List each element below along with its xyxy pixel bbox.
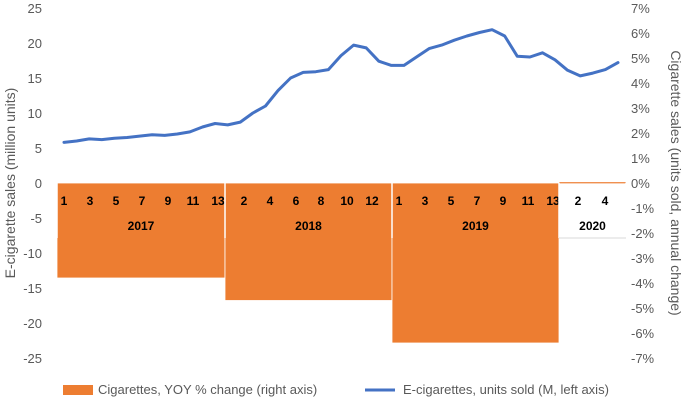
left-tick-label: -5 (30, 211, 42, 226)
right-tick-label: 3% (631, 101, 650, 116)
right-tick-label: 6% (631, 26, 650, 41)
bar-2018 (224, 182, 393, 301)
left-tick-label: 25 (28, 1, 42, 16)
left-tick-label: 0 (35, 176, 42, 191)
x-tick-label: 12 (365, 194, 379, 208)
x-tick-label: 10 (340, 194, 354, 208)
x-tick-label: 2 (575, 194, 582, 208)
x-tick-label: 5 (448, 194, 455, 208)
legend-label-cigarettes: Cigarettes, YOY % change (right axis) (98, 382, 317, 397)
x-tick-label: 9 (165, 194, 172, 208)
left-tick-label: -20 (23, 316, 42, 331)
x-tick-label: 11 (187, 194, 200, 208)
left-tick-label: 20 (28, 36, 42, 51)
left-tick-label: -15 (23, 281, 42, 296)
x-tick-label: 4 (267, 194, 274, 208)
x-tick-label: 11 (522, 194, 535, 208)
bar-2020 (558, 181, 627, 185)
x-tick-label: 1 (61, 194, 68, 208)
legend-label-ecig: E-cigarettes, units sold (M, left axis) (403, 382, 609, 397)
right-axis-ticks: 7% 6% 5% 4% 3% 2% 1% 0% -1% -2% -3% -4% -5% -6% -7% (631, 1, 655, 366)
left-axis-title: E-cigarette sales (million units) (2, 88, 18, 279)
bar-2019 (391, 182, 560, 344)
right-tick-label: -4% (631, 276, 655, 291)
x-year-label: 2019 (462, 219, 489, 233)
left-tick-label: -10 (23, 246, 42, 261)
left-tick-label: 5 (35, 141, 42, 156)
right-tick-label: -6% (631, 326, 655, 341)
x-tick-label: 3 (422, 194, 429, 208)
x-tick-label: 3 (87, 194, 94, 208)
right-tick-label: 1% (631, 151, 650, 166)
bar-layer (56, 181, 627, 344)
x-year-label: 2018 (295, 219, 322, 233)
x-tick-label: 2 (241, 194, 248, 208)
right-tick-label: 5% (631, 51, 650, 66)
right-tick-label: -7% (631, 351, 655, 366)
ecig-sales-line (62, 28, 620, 144)
x-tick-label: 9 (500, 194, 507, 208)
right-tick-label: -5% (631, 301, 655, 316)
line-layer (62, 28, 620, 144)
x-tick-label: 13 (546, 194, 560, 208)
x-tick-label: 8 (318, 194, 325, 208)
x-tick-label: 7 (474, 194, 481, 208)
x-year-label: 2020 (579, 219, 606, 233)
right-tick-label: 2% (631, 126, 650, 141)
left-tick-label: 10 (28, 106, 42, 121)
right-tick-label: -1% (631, 201, 655, 216)
x-tick-label: 13 (211, 194, 225, 208)
right-tick-label: -2% (631, 226, 655, 241)
left-tick-label: 15 (28, 71, 42, 86)
legend: Cigarettes, YOY % change (right axis) E-… (63, 382, 609, 397)
right-tick-label: 7% (631, 1, 650, 16)
bar-2017 (56, 182, 226, 279)
x-tick-label: 1 (396, 194, 403, 208)
x-tick-label: 6 (293, 194, 300, 208)
right-axis-title: Cigarette sales (units sold, annual chan… (668, 50, 684, 315)
right-tick-label: -3% (631, 251, 655, 266)
x-tick-label: 4 (602, 194, 609, 208)
x-year-label: 2017 (128, 219, 155, 233)
right-tick-label: 4% (631, 76, 650, 91)
right-tick-label: 0% (631, 176, 650, 191)
left-axis-ticks: 25 20 15 10 5 0 -5 -10 -15 -20 -25 (23, 1, 42, 366)
left-tick-label: -25 (23, 351, 42, 366)
x-tick-label: 7 (139, 194, 146, 208)
x-tick-label: 5 (113, 194, 120, 208)
legend-swatch-cigarettes (63, 385, 93, 395)
